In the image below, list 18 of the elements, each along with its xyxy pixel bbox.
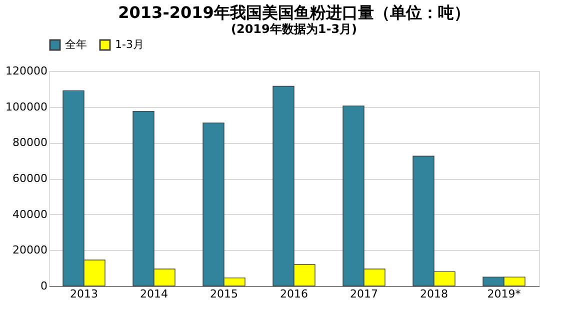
x-tick-label: 2015 <box>210 288 238 300</box>
y-tick-label: 0 <box>40 280 48 292</box>
y-tick-label: 60000 <box>12 172 48 185</box>
chart-subtitle: (2019年数据为1-3月) <box>230 22 358 36</box>
x-tick-label: 2014 <box>140 288 168 300</box>
legend-label: 1-3月 <box>115 38 144 51</box>
x-tick-label: 2019* <box>487 288 522 300</box>
x-tick-label: 2013 <box>70 288 98 300</box>
y-tick-label: 100000 <box>6 100 48 114</box>
legend-label: 全年 <box>65 38 87 51</box>
y-tick-label: 40000 <box>12 208 48 221</box>
y-tick-label: 120000 <box>6 64 48 78</box>
y-tick-label: 80000 <box>12 136 48 150</box>
x-tick-label: 2018 <box>420 288 448 300</box>
chart-title: 2013-2019年我国美国鱼粉进口量（单位：吨） <box>118 3 470 22</box>
y-tick-label: 20000 <box>12 244 48 257</box>
x-tick-label: 2016 <box>280 288 308 300</box>
x-tick-label: 2017 <box>350 288 378 300</box>
